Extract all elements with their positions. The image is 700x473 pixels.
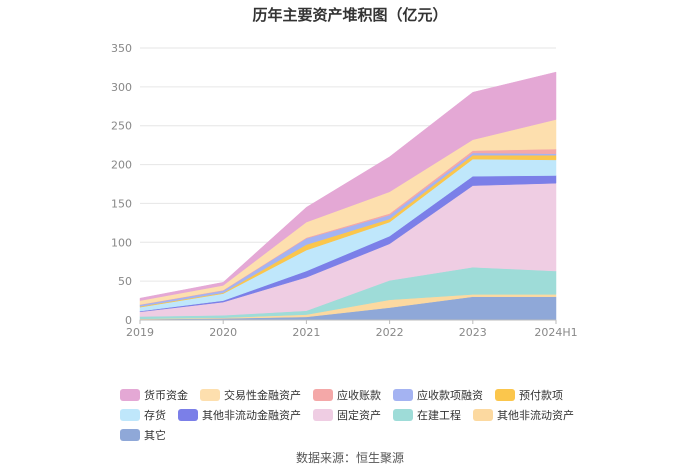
legend-swatch [200, 389, 220, 401]
legend-item[interactable]: 货币资金 [120, 388, 188, 402]
y-tick-label: 300 [111, 81, 132, 94]
legend-label: 固定资产 [337, 409, 381, 422]
legend-swatch [393, 389, 413, 401]
area-series-10[interactable] [139, 71, 557, 301]
y-tick-label: 350 [111, 42, 132, 55]
legend-item[interactable]: 其他非流动金融资产 [178, 408, 301, 422]
legend-swatch [120, 389, 140, 401]
x-tick-label: 2020 [209, 326, 237, 339]
data-source: 数据来源：恒生聚源 [295, 451, 404, 465]
legend-item[interactable]: 存货 [120, 408, 166, 422]
legend-item[interactable]: 应收账款 [313, 388, 381, 402]
legend-label: 在建工程 [417, 409, 461, 422]
legend-item[interactable]: 其他非流动资产 [473, 408, 574, 422]
x-tick-label: 2019 [126, 326, 154, 339]
legend-label: 其他非流动资产 [497, 409, 574, 422]
legend-label: 存货 [144, 409, 166, 422]
legend-label: 应收款项融资 [417, 389, 483, 402]
legend-item[interactable]: 应收款项融资 [393, 388, 483, 402]
legend-item[interactable]: 其它 [120, 428, 166, 442]
legend-item[interactable]: 预付款项 [495, 388, 563, 402]
y-tick-label: 50 [118, 275, 132, 288]
legend-swatch [178, 409, 198, 421]
legend-item[interactable]: 交易性金融资产 [200, 388, 301, 402]
legend-label: 应收账款 [337, 389, 381, 402]
y-tick-label: 250 [111, 120, 132, 133]
legend-label: 预付款项 [519, 389, 563, 402]
legend-swatch [473, 409, 493, 421]
x-tick-label: 2021 [292, 326, 320, 339]
legend-swatch [120, 409, 140, 421]
legend-swatch [393, 409, 413, 421]
legend-label: 其它 [144, 429, 166, 442]
y-tick-label: 200 [111, 159, 132, 172]
legend-label: 交易性金融资产 [224, 389, 301, 402]
legend-swatch [495, 389, 515, 401]
area-layer [139, 71, 557, 321]
legend-label: 其他非流动金融资产 [202, 409, 301, 422]
y-tick-label: 150 [111, 197, 132, 210]
legend-swatch [120, 429, 140, 441]
x-tick-label: 2022 [376, 326, 404, 339]
legend-swatch [313, 389, 333, 401]
legend-item[interactable]: 在建工程 [393, 408, 461, 422]
y-tick-label: 0 [125, 314, 132, 327]
legend-swatch [313, 409, 333, 421]
y-tick-label: 100 [111, 236, 132, 249]
legend: 货币资金 交易性金融资产 应收账款 应收款项融资 预付款项存货 其他非流动金融资产 固定资产… [120, 388, 600, 448]
axis-layer: 0 50 100 150 200 250 300 350 2019 2020 2021 2022 202… [111, 42, 578, 339]
legend-item[interactable]: 固定资产 [313, 408, 381, 422]
x-tick-label: 2023 [459, 326, 487, 339]
chart-title: 历年主要资产堆积图（亿元） [252, 6, 448, 24]
legend-label: 货币资金 [144, 389, 188, 402]
x-tick-label: 2024H1 [534, 326, 577, 339]
